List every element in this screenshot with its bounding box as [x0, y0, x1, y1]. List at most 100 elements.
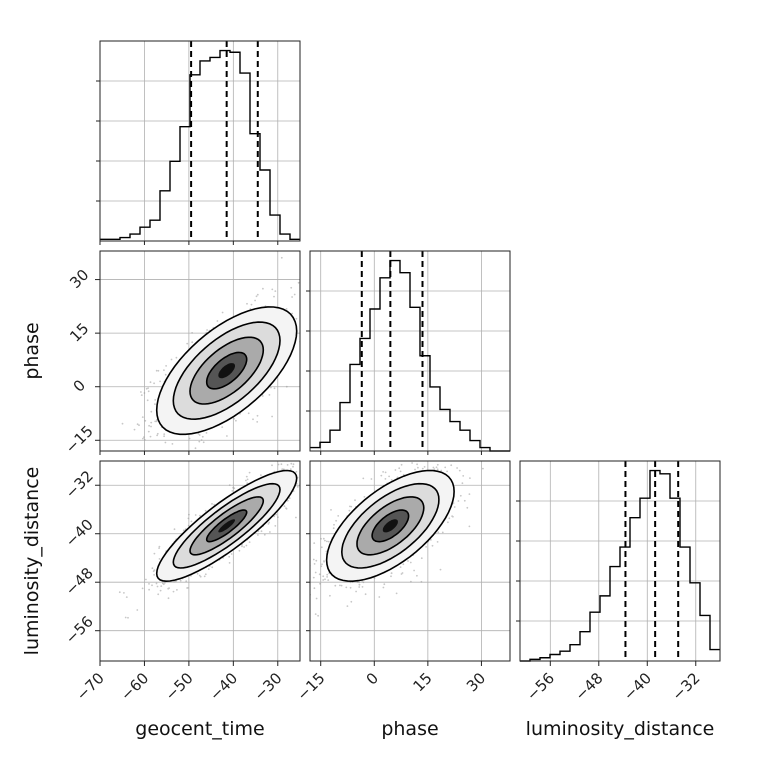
scatter-point	[187, 524, 190, 527]
scatter-point	[228, 555, 231, 558]
scatter-point	[317, 614, 319, 617]
y-axis-label-luminosity_distance: luminosity_distance	[21, 467, 43, 656]
scatter-point	[411, 462, 413, 464]
scatter-point	[170, 358, 173, 361]
scatter-point	[146, 399, 149, 402]
scatter-point	[378, 596, 381, 598]
scatter-point	[163, 435, 166, 438]
scatter-point	[452, 458, 454, 460]
scatter-point	[348, 509, 351, 512]
scatter-point	[437, 531, 440, 534]
scatter-point	[143, 392, 146, 394]
joint-contents	[121, 256, 305, 454]
scatter-point	[199, 575, 202, 578]
scatter-point	[145, 387, 148, 390]
scatter-point	[200, 439, 203, 441]
scatter-point	[362, 477, 365, 480]
scatter-point	[362, 581, 365, 584]
scatter-point	[349, 586, 352, 589]
scatter-point	[304, 476, 306, 478]
scatter-point	[320, 546, 323, 549]
scatter-point	[171, 443, 174, 445]
scatter-point	[188, 437, 191, 440]
scatter-point	[416, 574, 418, 577]
scatter-point	[216, 320, 219, 322]
scatter-point	[382, 586, 385, 589]
joint-contents	[306, 454, 484, 617]
scatter-point	[204, 573, 207, 576]
scatter-point	[448, 517, 451, 520]
scatter-point	[125, 596, 128, 598]
scatter-point	[325, 550, 328, 553]
scatter-point	[159, 380, 162, 383]
hist-panel-luminosity_distance	[516, 460, 721, 662]
scatter-point	[358, 586, 361, 588]
scatter-point	[432, 466, 435, 469]
scatter-point	[446, 470, 448, 473]
scatter-point	[382, 471, 384, 473]
joint-panel-geocent_time-phase-frame	[99, 250, 301, 452]
scatter-point	[196, 572, 199, 575]
scatter-point	[194, 447, 197, 450]
scatter-point	[425, 454, 427, 456]
scatter-point	[268, 394, 271, 396]
scatter-point	[463, 499, 466, 502]
scatter-point	[329, 594, 331, 597]
scatter-point	[363, 496, 366, 498]
scatter-point	[198, 434, 201, 436]
scatter-point	[296, 486, 299, 488]
contour-line-0	[155, 469, 298, 583]
scatter-point	[280, 463, 283, 466]
x-tick-label-luminosity_distance: −48	[572, 669, 607, 704]
scatter-point	[285, 308, 288, 310]
y-axis-label-phase: phase	[21, 322, 43, 379]
scatter-point	[121, 422, 124, 425]
scatter-point	[254, 299, 256, 302]
scatter-point	[153, 569, 156, 572]
scatter-point	[290, 286, 293, 289]
scatter-point	[143, 436, 145, 438]
scatter-point	[384, 471, 387, 474]
scatter-point	[303, 323, 305, 325]
scatter-point	[420, 580, 423, 583]
scatter-point	[388, 475, 390, 478]
scatter-point	[306, 587, 308, 589]
joint-panel-geocent_time-phase	[99, 250, 305, 454]
scatter-point	[318, 573, 321, 576]
scatter-point	[297, 281, 300, 284]
scatter-point	[469, 477, 471, 479]
scatter-point	[304, 464, 306, 466]
scatter-point	[402, 563, 405, 566]
y-tick-label-luminosity_distance: −48	[62, 564, 97, 599]
joint-panel-geocent_time-luminosity_distance	[99, 454, 329, 662]
scatter-point	[436, 463, 439, 466]
x-tick-label-luminosity_distance: −40	[620, 669, 655, 704]
scatter-point	[384, 478, 387, 480]
y-tick-label-phase: 0	[70, 376, 89, 395]
scatter-point	[230, 553, 233, 555]
scatter-point	[186, 342, 189, 345]
scatter-point	[173, 452, 175, 454]
scatter-point	[399, 566, 402, 568]
scatter-point	[201, 435, 204, 438]
scatter-point	[197, 432, 200, 435]
scatter-point	[260, 530, 263, 533]
x-axis-label-geocent_time: geocent_time	[135, 718, 264, 740]
scatter-point	[323, 560, 325, 563]
x-tick-label-geocent_time: −50	[162, 669, 197, 704]
scatter-point	[327, 454, 329, 456]
contour-line-3	[205, 509, 248, 543]
scatter-point	[433, 468, 436, 471]
hist-panel-luminosity_distance-frame	[519, 460, 721, 662]
scatter-point	[168, 587, 171, 589]
scatter-point	[256, 421, 259, 423]
hist-panel-geocent_time	[96, 40, 301, 242]
scatter-point	[164, 441, 167, 444]
scatter-point	[380, 474, 383, 477]
scatter-point	[274, 525, 277, 527]
y-tick-label-phase: 30	[66, 266, 92, 292]
scatter-point	[248, 471, 251, 474]
y-tick-label-phase: −15	[62, 422, 97, 457]
scatter-point	[291, 296, 293, 298]
contour-line-3	[371, 509, 410, 543]
